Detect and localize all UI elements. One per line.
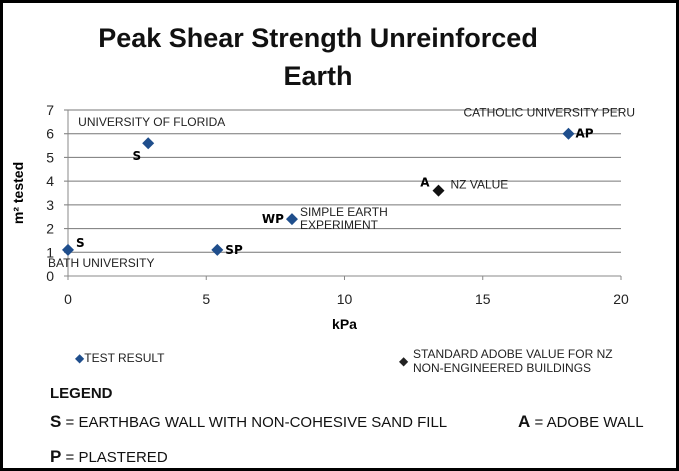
- y-axis-label: m² tested: [10, 162, 26, 224]
- x-tick-label: 5: [202, 291, 210, 307]
- point-annotation: SIMPLE EARTH: [300, 205, 388, 219]
- x-tick-label: 15: [475, 291, 491, 307]
- data-point: [142, 137, 155, 150]
- legend-item-p: P = PLASTERED: [50, 447, 168, 466]
- y-tick-label: 3: [46, 197, 54, 213]
- legend-item-s: S = EARTHBAG WALL WITH NON-COHESIVE SAND…: [50, 412, 448, 431]
- legend-test-result: ◆TEST RESULT: [75, 351, 165, 365]
- data-point: [562, 127, 575, 140]
- y-tick-label: 4: [46, 173, 54, 189]
- chart-title: Peak Shear Strength Unreinforced Earth: [98, 23, 538, 91]
- y-tick-label: 7: [46, 102, 54, 118]
- y-tick-label: 5: [46, 149, 54, 165]
- point-code: A: [420, 176, 430, 190]
- point-annotation: BATH UNIVERSITY: [48, 256, 154, 270]
- point-annotation: EXPERIMENT: [300, 218, 379, 232]
- data-point: [432, 184, 445, 197]
- legend-item-a: A = ADOBE WALL: [518, 412, 644, 431]
- x-tick-label: 10: [337, 291, 353, 307]
- point-annotation: UNIVERSITY OF FLORIDA: [78, 115, 225, 129]
- blue-diamond-icon: ◆: [75, 351, 85, 365]
- x-axis-label: kPa: [332, 316, 357, 332]
- data-point: [211, 243, 224, 256]
- point-code: AP: [575, 127, 593, 141]
- data-point: [62, 243, 74, 256]
- y-tick-label: 1: [46, 244, 54, 260]
- point-code: WP: [262, 212, 284, 226]
- legend-nz-standard: ◆ STANDARD ADOBE VALUE FOR NZ NON-ENGINEE…: [399, 347, 613, 375]
- x-tick-label: 0: [64, 291, 72, 307]
- scatter-plot: 0 1 2 3 4 5 6 7 0 5 10 15 20 kPa m² tested S BATH UNIVER…: [10, 102, 635, 332]
- y-tick-label: 0: [46, 268, 54, 284]
- legend-heading: LEGEND: [50, 385, 113, 402]
- point-annotation: NZ VALUE: [451, 178, 509, 192]
- x-tick-label: 20: [613, 291, 629, 307]
- point-code: S: [76, 236, 85, 250]
- y-tick-label: 2: [46, 221, 54, 237]
- data-point: [285, 213, 298, 226]
- point-annotation: CATHOLIC UNIVERSITY PERU: [463, 106, 635, 120]
- point-code: SP: [225, 243, 243, 257]
- black-diamond-icon: ◆: [399, 354, 409, 368]
- chart-figure: Peak Shear Strength Unreinforced Earth 0…: [3, 3, 676, 468]
- point-code: S: [133, 149, 142, 163]
- y-tick-label: 6: [46, 126, 54, 142]
